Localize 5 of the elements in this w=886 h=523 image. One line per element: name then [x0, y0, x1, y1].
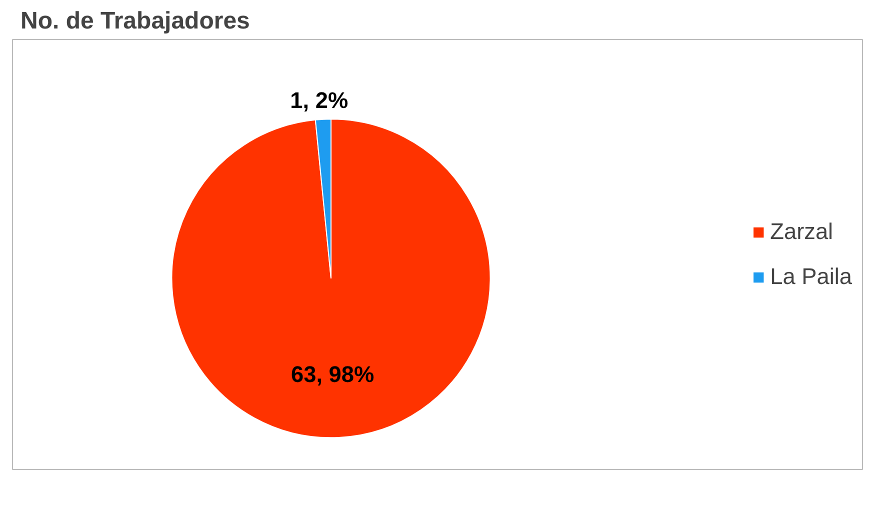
legend-label: La Paila — [770, 263, 852, 290]
chart-title: No. de Trabajadores — [20, 8, 250, 34]
legend-label: Zarzal — [770, 218, 834, 245]
data-label: 1, 2% — [290, 87, 348, 114]
data-label: 63, 98% — [290, 360, 374, 387]
